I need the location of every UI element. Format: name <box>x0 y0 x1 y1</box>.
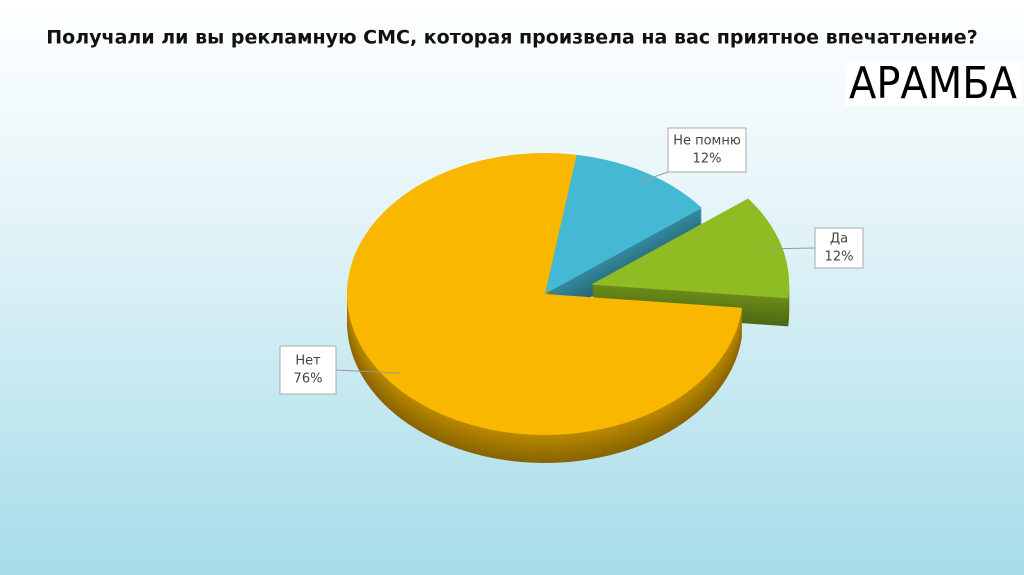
callout-category: Не помню <box>673 134 741 149</box>
callout-box <box>279 345 337 395</box>
logo-box <box>845 62 1023 106</box>
callout-pointer <box>766 247 816 250</box>
callout-box <box>667 127 747 173</box>
callout-value: 76% <box>294 372 323 387</box>
slice <box>347 153 743 435</box>
callout-value: 12% <box>693 152 722 167</box>
slice <box>545 154 702 294</box>
callout-pointer <box>638 171 669 184</box>
callout-box <box>814 227 864 269</box>
callout-value: 12% <box>825 250 854 265</box>
pie: Не помню 12% Да 12% Нет 76% <box>279 127 864 463</box>
logo: АРАМБА <box>849 58 1017 109</box>
callout-category: Нет <box>295 354 321 369</box>
slice <box>591 198 790 299</box>
callout-category: Да <box>830 232 848 247</box>
chart-title: Получали ли вы рекламную СМС, которая пр… <box>46 27 977 49</box>
callout-pointer <box>335 369 401 374</box>
